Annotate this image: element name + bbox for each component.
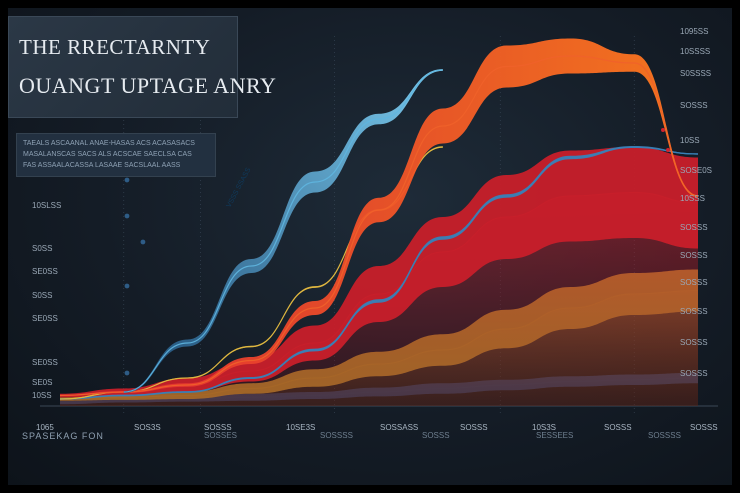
y-tick-label: 10SS [32, 391, 52, 400]
marker-dot [124, 283, 130, 289]
series-band [123, 69, 443, 393]
y-tick-label: S0SSSS [680, 69, 711, 78]
marker-dot [666, 148, 670, 152]
x-tick-label: SOSSS [690, 423, 718, 432]
y-tick-label: SOSSS [680, 307, 708, 316]
series-line [59, 55, 699, 397]
y-tick-label: 10SS [680, 136, 700, 145]
y-tick-label: SE0SS [32, 358, 58, 367]
y-tick-label: 10SSS [680, 194, 705, 203]
y-tick-label: S0SS [32, 244, 52, 253]
x-tick-label: 10SE3S [286, 423, 315, 432]
y-tick-label: SE0S [32, 378, 52, 387]
y-tick-label: S0SS [32, 291, 52, 300]
series-line [59, 146, 699, 400]
y-tick-label: SOSSS [680, 251, 708, 260]
marker-dot [661, 128, 665, 132]
footer-label: SESSEES [536, 431, 573, 440]
series-steel-blue [59, 145, 699, 400]
series-layer [59, 38, 699, 406]
x-tick-label: SOSSS [604, 423, 632, 432]
series-annotation: VSSS SSASS [226, 167, 253, 209]
x-tick-label: SOSSS [460, 423, 488, 432]
annotations: VSSS SSASS [226, 167, 253, 209]
footer-label: SOSSSS [648, 431, 681, 440]
description-line: MASALANSCAS SACS ALS ACSCAE SAECLSA CAS [23, 151, 192, 158]
marker-dot [124, 177, 130, 183]
y-tick-label: 1095SS [680, 27, 708, 36]
y-tick-label: 10SLSS [32, 201, 61, 210]
marker-dot [686, 194, 690, 198]
footer-title: SPASEKAG FON [22, 431, 104, 441]
y-axis-left: 10SLSS S0SS SE0SS S0SS SE0SS SE0SS SE0S 10SS [32, 201, 61, 400]
y-tick-label: SOSSS [680, 278, 708, 287]
description-line: TAEALS ASCAANAL ANAE-HASAS ACS ACASASACS [23, 140, 195, 147]
y-tick-label: SE0SS [32, 314, 58, 323]
x-tick-label: SOS3S [134, 423, 161, 432]
description-box: TAEALS ASCAANAL ANAE-HASAS ACS ACASASACS… [16, 133, 216, 177]
footer-labels: SOSSES SOSSSS SOSSS SESSEES SOSSSS [204, 431, 681, 440]
footer-label: SOSSS [422, 431, 450, 440]
title-line-2: OUANGT UPTAGE ANRY [19, 73, 277, 98]
series-band [60, 38, 698, 397]
x-tick-label: SOSSS [204, 423, 232, 432]
series-line [123, 69, 443, 393]
y-tick-label: SE0SS [32, 267, 58, 276]
chart-panel: 10SLSS S0SS SE0SS S0SS SE0SS SE0SS SE0S 10SS 10… [8, 8, 732, 485]
footer-label: SOSSSS [320, 431, 353, 440]
y-tick-label: SOSE0S [680, 166, 712, 175]
marker-dot [124, 213, 130, 219]
x-tick-label: SOSSASS [380, 423, 418, 432]
x-tick-label: 10S3S [532, 423, 556, 432]
description-line: FAS ASSAALACASSA LASAAE SACSLAAL AASS [23, 162, 181, 169]
y-tick-label: SOSSS [680, 101, 708, 110]
y-tick-label: 10SSSS [680, 47, 710, 56]
series-vsss-ssass [123, 69, 443, 393]
title-line-1: THE RRECTARNTY [19, 35, 211, 59]
y-axis-right: 1095SS 10SSSS S0SSSS SOSSS 10SS SOSE0S 10SSS SO… [680, 27, 712, 378]
marker-dot [124, 370, 130, 376]
series-band [60, 147, 698, 398]
chart-svg: 10SLSS S0SS SE0SS S0SS SE0SS SE0SS SE0S 10SS 10… [32, 27, 718, 440]
title-box: THE RRECTARNTY OUANGT UPTAGE ANRY [8, 16, 276, 118]
x-tick-label: 1065 [36, 423, 54, 432]
footer-label: SOSSES [204, 431, 237, 440]
x-axis: 1065 SOS3S SOSSS 10SE3S SOSSASS SOSSS 10S3S SOS… [36, 423, 718, 432]
y-tick-label: SOSSS [680, 369, 708, 378]
marker-dot [140, 239, 146, 245]
y-tick-label: SOSSS [680, 338, 708, 347]
y-tick-label: SOSSS [680, 223, 708, 232]
